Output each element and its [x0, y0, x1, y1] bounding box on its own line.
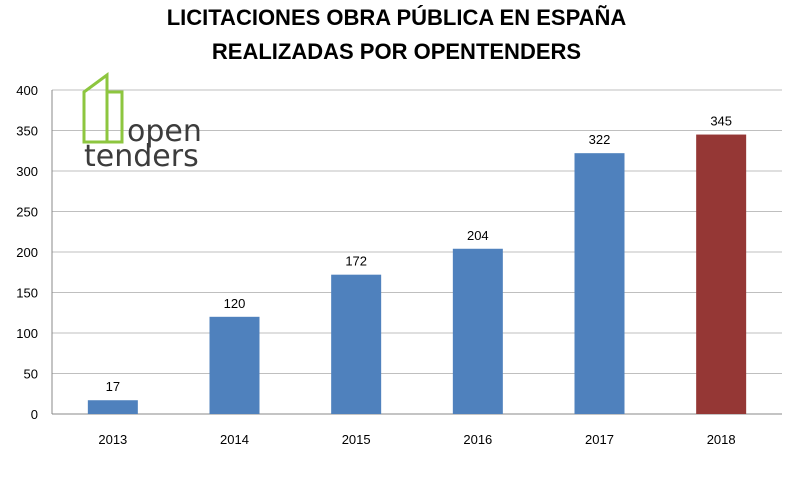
- bar-2013: [87, 400, 138, 414]
- data-label-2013: 17: [106, 379, 120, 394]
- logo-frame-icon: [107, 90, 124, 144]
- y-tick-label: 0: [31, 407, 38, 422]
- bars: [87, 134, 747, 415]
- x-tick-label-2018: 2018: [707, 432, 736, 447]
- bar-2015: [331, 274, 382, 414]
- opentenders-logo: open tenders: [82, 72, 202, 174]
- data-label-2014: 120: [224, 296, 246, 311]
- chart-title-line-1: LICITACIONES OBRA PÚBLICA EN ESPAÑA: [166, 5, 627, 30]
- bar-2014: [209, 316, 260, 414]
- logo-text-open: open: [127, 114, 202, 149]
- data-label-2018: 345: [710, 114, 732, 129]
- y-tick-label: 250: [16, 205, 38, 220]
- x-tick-label-2017: 2017: [585, 432, 614, 447]
- x-tick-label-2015: 2015: [342, 432, 371, 447]
- data-label-2016: 204: [467, 228, 489, 243]
- y-tick-label: 300: [16, 164, 38, 179]
- data-label-2017: 322: [589, 132, 611, 147]
- y-tick-label: 400: [16, 83, 38, 98]
- data-label-2015: 172: [345, 254, 367, 269]
- logo-door-icon: [82, 72, 109, 144]
- y-tick-label: 100: [16, 326, 38, 341]
- y-tick-label: 350: [16, 124, 38, 139]
- y-tick-label: 150: [16, 286, 38, 301]
- x-tick-label-2014: 2014: [220, 432, 249, 447]
- x-tick-label-2013: 2013: [98, 432, 127, 447]
- bar-2017: [574, 153, 625, 414]
- data-labels: 17 120 172 204 322 345: [106, 114, 732, 395]
- x-axis-ticks: 2013 2014 2015 2016 2017 2018: [98, 432, 735, 447]
- y-tick-label: 200: [16, 245, 38, 260]
- y-axis-ticks: 0 50 100 150 200 250 300 350 400: [16, 83, 38, 422]
- chart-title-line-2: REALIZADAS POR OPENTENDERS: [211, 39, 582, 64]
- y-tick-label: 50: [24, 367, 38, 382]
- gridlines: [51, 89, 782, 415]
- bar-2016: [452, 248, 503, 414]
- logo-text-tenders: tenders: [84, 139, 199, 174]
- bar-2018: [696, 134, 747, 415]
- x-tick-label-2016: 2016: [463, 432, 492, 447]
